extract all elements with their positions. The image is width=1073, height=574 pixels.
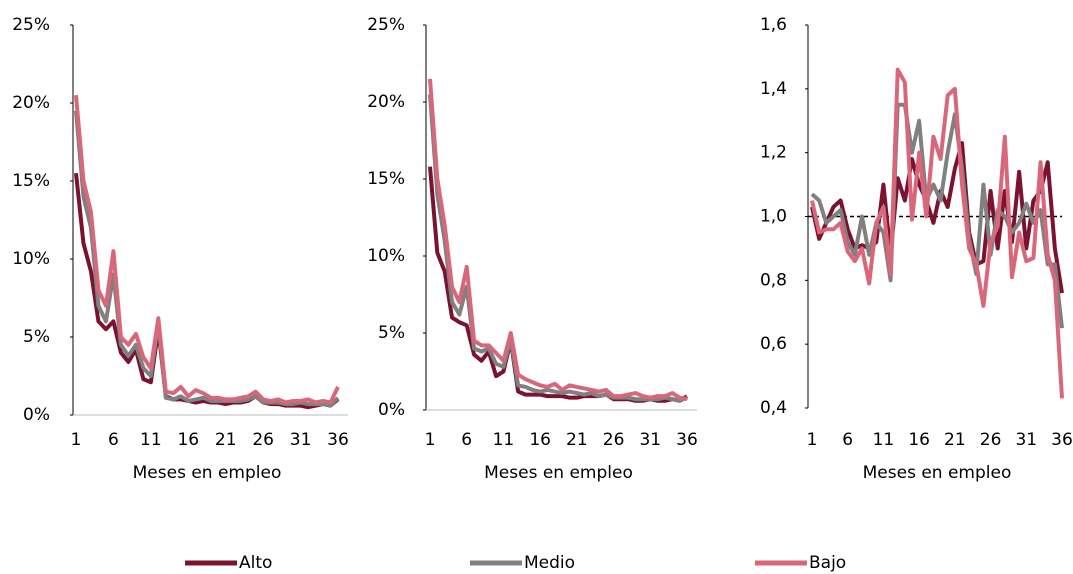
y-tick-label: 0% [23, 405, 50, 425]
x-tick-label: 16 [908, 430, 930, 450]
series-line [428, 78, 688, 402]
x-tick-label: 21 [566, 430, 588, 450]
y-tick-label: 10% [12, 249, 50, 269]
x-tick-label: 31 [290, 430, 312, 450]
x-tick-label: 21 [215, 430, 237, 450]
x-tick-label: 36 [327, 430, 349, 450]
x-tick-label: 6 [842, 430, 853, 450]
x-tick-label: 16 [529, 430, 551, 450]
y-tick-label: 20% [12, 93, 50, 113]
y-tick-label: 1,0 [760, 207, 787, 227]
series-line [810, 141, 1064, 294]
x-tick-label: 31 [1015, 430, 1037, 450]
x-tick-label: 26 [603, 430, 625, 450]
legend-label: Alto [239, 553, 272, 573]
y-tick-label: 15% [367, 169, 405, 189]
y-tick-label: 1,4 [760, 79, 787, 99]
series-line [428, 94, 688, 403]
y-tick-label: 0,6 [760, 334, 787, 354]
y-tick-label: 0% [378, 400, 405, 420]
x-tick-label: 1 [807, 430, 818, 450]
x-tick-label: 36 [1051, 430, 1073, 450]
legend-label: Medio [524, 553, 575, 573]
x-tick-label: 6 [461, 430, 472, 450]
x-tick-label: 21 [944, 430, 966, 450]
series-line [74, 95, 340, 405]
y-tick-label: 1,6 [760, 15, 787, 35]
series-line [810, 102, 1064, 329]
x-tick-label: 31 [639, 430, 661, 450]
y-tick-label: 0,4 [760, 398, 787, 418]
y-tick-label: 5% [378, 323, 405, 343]
y-tick-label: 25% [367, 15, 405, 35]
x-tick-label: 26 [252, 430, 274, 450]
x-tick-label: 11 [140, 430, 162, 450]
legend-label: Bajo [809, 553, 846, 573]
x-tick-label: 1 [71, 430, 82, 450]
x-tick-label: 1 [425, 430, 436, 450]
y-tick-label: 10% [367, 246, 405, 266]
y-tick-label: 25% [12, 15, 50, 35]
x-tick-label: 11 [873, 430, 895, 450]
x-tick-label: 11 [493, 430, 515, 450]
y-tick-label: 5% [23, 327, 50, 347]
y-tick-label: 20% [367, 92, 405, 112]
y-tick-label: 1,2 [760, 143, 787, 163]
x-tick-label: 26 [980, 430, 1002, 450]
x-axis-title: Meses en empleo [484, 463, 633, 483]
y-tick-label: 0,8 [760, 270, 787, 290]
x-tick-label: 36 [676, 430, 698, 450]
y-tick-label: 15% [12, 171, 50, 191]
x-axis-title: Meses en empleo [133, 463, 282, 483]
x-axis-title: Meses en empleo [863, 463, 1012, 483]
x-tick-label: 16 [177, 430, 199, 450]
series-line [810, 67, 1064, 399]
x-tick-label: 6 [108, 430, 119, 450]
